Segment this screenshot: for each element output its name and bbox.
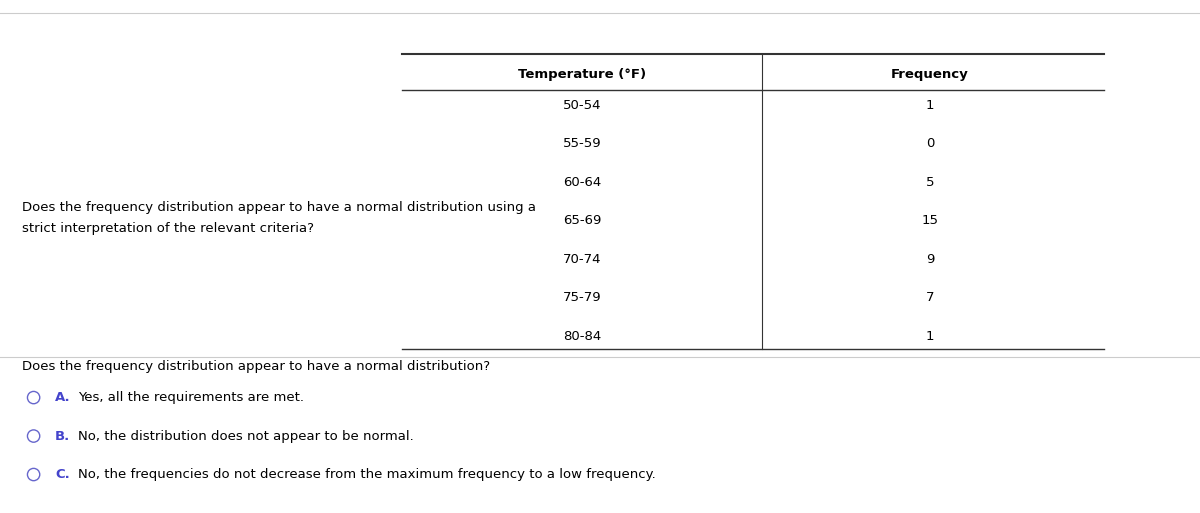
Text: 60-64: 60-64 <box>563 175 601 189</box>
Text: 5: 5 <box>925 175 935 189</box>
Text: 50-54: 50-54 <box>563 98 601 112</box>
Text: Does the frequency distribution appear to have a normal distribution using a: Does the frequency distribution appear t… <box>22 201 535 214</box>
Text: 15: 15 <box>922 214 938 227</box>
Text: 1: 1 <box>925 98 935 112</box>
Text: 80-84: 80-84 <box>563 329 601 343</box>
Text: Temperature (°F): Temperature (°F) <box>518 68 646 81</box>
Text: 55-59: 55-59 <box>563 137 601 150</box>
Text: B.: B. <box>55 429 71 443</box>
Text: C.: C. <box>55 468 70 481</box>
Text: No, the frequencies do not decrease from the maximum frequency to a low frequenc: No, the frequencies do not decrease from… <box>78 468 655 481</box>
Text: 0: 0 <box>926 137 934 150</box>
Text: No, the distribution does not appear to be normal.: No, the distribution does not appear to … <box>78 429 414 443</box>
Text: 1: 1 <box>925 329 935 343</box>
Text: 9: 9 <box>926 252 934 266</box>
Text: 70-74: 70-74 <box>563 252 601 266</box>
Text: A.: A. <box>55 391 71 404</box>
Text: Frequency: Frequency <box>892 68 968 81</box>
Text: strict interpretation of the relevant criteria?: strict interpretation of the relevant cr… <box>22 222 313 235</box>
Text: Does the frequency distribution appear to have a normal distribution?: Does the frequency distribution appear t… <box>22 360 490 373</box>
Text: 75-79: 75-79 <box>563 291 601 304</box>
Text: 65-69: 65-69 <box>563 214 601 227</box>
Text: 7: 7 <box>925 291 935 304</box>
Text: Yes, all the requirements are met.: Yes, all the requirements are met. <box>78 391 304 404</box>
